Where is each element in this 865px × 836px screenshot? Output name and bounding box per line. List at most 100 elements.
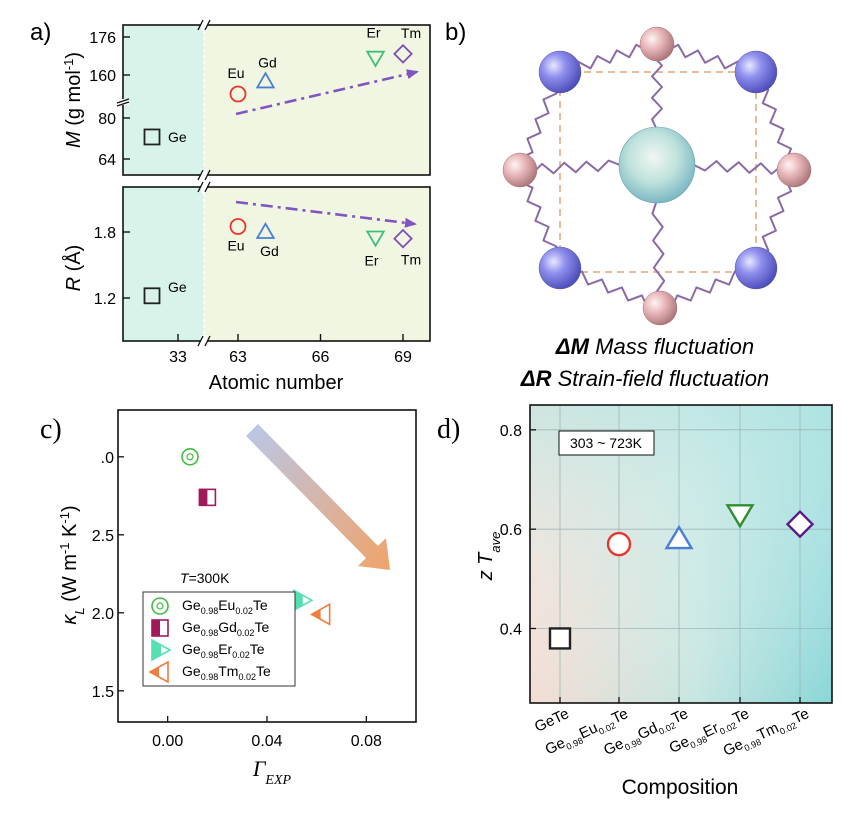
mass-point-label: Gd bbox=[258, 54, 277, 70]
legend-marker bbox=[148, 660, 169, 684]
mass-point-er bbox=[365, 50, 386, 68]
radius-point-label: Tm bbox=[401, 252, 421, 268]
temperature-annotation-text: 303 ~ 723K bbox=[570, 435, 643, 451]
panel-label-a: a) bbox=[30, 19, 51, 46]
mass-point-label: Ge bbox=[168, 129, 187, 145]
y-tick-label: 2.5 bbox=[92, 528, 114, 545]
spring bbox=[651, 199, 666, 309]
panel-label-c: c) bbox=[40, 414, 62, 445]
legend-entry-label: Ge0.98Gd0.02Te bbox=[182, 619, 269, 638]
y-tick-label: 1.5 bbox=[92, 684, 114, 701]
axis-break-mask bbox=[201, 169, 207, 181]
legend-marker bbox=[151, 638, 172, 662]
axis-break bbox=[197, 169, 204, 181]
y-axis-label-mass: M (g mol-1) bbox=[61, 52, 86, 148]
mass-point-label: Eu bbox=[227, 65, 244, 81]
atom-blue bbox=[734, 50, 778, 94]
axis-break bbox=[204, 181, 211, 193]
kappa-point-4 bbox=[309, 603, 331, 626]
atom-blue bbox=[734, 246, 778, 290]
axis-break bbox=[204, 169, 211, 181]
radius-point-gd bbox=[255, 221, 276, 239]
zt-point-5 bbox=[785, 510, 815, 539]
y-tick-label: .0 bbox=[101, 450, 114, 467]
mass-point-label: Er bbox=[367, 25, 381, 41]
axis-break-mask bbox=[117, 99, 129, 105]
mass-point-ge bbox=[143, 128, 161, 146]
axis-break-mask bbox=[201, 335, 207, 347]
y-tick-label: 0.4 bbox=[500, 622, 522, 639]
zt-point-4 bbox=[725, 504, 755, 529]
axis-break-mask bbox=[201, 19, 207, 31]
y-tick-label: 176 bbox=[89, 30, 116, 47]
atom-blue bbox=[538, 50, 582, 94]
x-tick-label: 0.00 bbox=[152, 733, 183, 750]
x-tick-label: 66 bbox=[312, 349, 330, 366]
y-tick-label: 1.8 bbox=[94, 225, 116, 242]
category-label: Ge0.98Gd0.02Te bbox=[601, 705, 692, 761]
x-tick-label: 33 bbox=[169, 349, 187, 366]
zt-point-1 bbox=[548, 627, 572, 650]
y-tick-label: 0.8 bbox=[500, 423, 522, 440]
x-axis-label-composition: Composition bbox=[622, 776, 739, 799]
radius-point-label: Ge bbox=[168, 279, 187, 295]
legend-marker bbox=[151, 597, 169, 615]
y-axis-label-zt: z Tave bbox=[475, 532, 503, 582]
radius-point-eu bbox=[229, 218, 247, 235]
radius-point-label: Eu bbox=[227, 238, 244, 254]
axis-break bbox=[197, 181, 204, 193]
trend-arrow-c bbox=[246, 424, 390, 570]
panel-label-b: b) bbox=[445, 19, 466, 46]
legend-entry-label: Ge0.98Eu0.02Te bbox=[182, 597, 268, 616]
axis-break bbox=[116, 98, 130, 104]
atom-pink bbox=[642, 290, 678, 326]
radius-trend-arrow bbox=[235, 200, 417, 228]
kappa-point-2 bbox=[198, 488, 217, 507]
atom-pink bbox=[776, 152, 812, 188]
kappa-point-1 bbox=[181, 447, 199, 466]
x-tick-label: 69 bbox=[394, 349, 412, 366]
legend-marker bbox=[151, 619, 169, 637]
y-tick-label: 64 bbox=[98, 152, 116, 169]
temperature-annotation: 303 ~ 723K bbox=[558, 430, 655, 456]
atom-center bbox=[618, 126, 696, 204]
y-tick-label: 1.2 bbox=[94, 291, 116, 308]
panel-a-bottom-frame bbox=[122, 186, 431, 342]
caption-strain-fluctuation: ΔR Strain-field fluctuation bbox=[520, 366, 769, 391]
panel-a-top: 64 80 160 176 Ge Eu Gd Er Tm M (g mol-1) bbox=[61, 19, 431, 181]
mass-point-tm bbox=[393, 43, 413, 64]
mass-point-eu bbox=[229, 85, 247, 103]
atom-pink bbox=[502, 152, 538, 188]
y-tick-label: 0.6 bbox=[500, 522, 522, 539]
x-tick-label: 0.04 bbox=[251, 733, 282, 750]
mass-point-gd bbox=[255, 71, 276, 89]
radius-point-ge bbox=[143, 287, 161, 305]
zt-point-3 bbox=[664, 524, 694, 550]
mass-trend-arrow bbox=[235, 69, 419, 116]
y-tick-label: 80 bbox=[98, 111, 116, 128]
panel-d: 303 ~ 723K 0.40.60.8 GeTeGe0.98Eu0.02TeG… bbox=[475, 404, 833, 799]
x-axis-label-atomic-number: Atomic number bbox=[209, 372, 344, 394]
axis-break-mask bbox=[201, 181, 207, 193]
axis-break bbox=[197, 19, 204, 31]
x-tick-label: 63 bbox=[229, 349, 247, 366]
y-axis-label-kappa: κL (W m-1 K-1) bbox=[57, 505, 87, 624]
atom-blue bbox=[538, 246, 582, 290]
y-tick-label: 2.0 bbox=[92, 606, 114, 623]
axis-break bbox=[204, 335, 211, 347]
x-axis-label-gamma: ΓEXP bbox=[252, 756, 292, 788]
radius-point-label: Er bbox=[365, 253, 379, 269]
legend-entry-label: Ge0.98Er0.02Te bbox=[182, 641, 265, 660]
legend-title: T=300K bbox=[180, 570, 230, 586]
panel-a-bottom: 1.2 1.8 33 63 66 69 Ge Eu Gd Er Tm R (Å) Atomic n… bbox=[62, 181, 431, 394]
zt-point-2 bbox=[606, 531, 632, 557]
y-tick-label: 160 bbox=[89, 68, 116, 85]
panel-label-d: d) bbox=[437, 414, 460, 445]
panel-d-frame bbox=[529, 404, 833, 704]
radius-point-tm bbox=[393, 228, 413, 249]
atom-pink bbox=[639, 26, 675, 62]
y-axis-label-radius: R (Å) bbox=[62, 245, 85, 292]
x-tick-label: 0.08 bbox=[351, 733, 382, 750]
axis-break bbox=[204, 19, 211, 31]
